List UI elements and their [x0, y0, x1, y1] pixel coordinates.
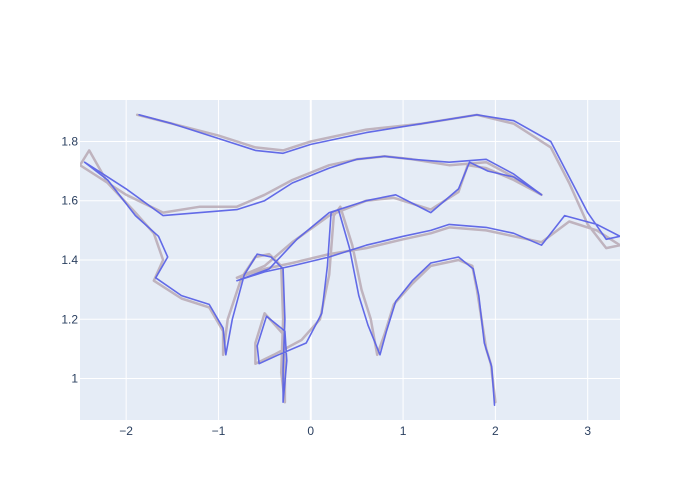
y-tick-label: 1: [71, 372, 78, 386]
x-tick-label: 1: [400, 424, 407, 438]
series-line-estimate: [83, 114, 620, 406]
x-tick-label: −1: [212, 424, 226, 438]
x-tick-label: 0: [307, 424, 314, 438]
x-axis-ticks: −2 −1 0 1 2 3: [119, 424, 591, 438]
grid-lines: [80, 100, 620, 420]
series-layer: [80, 113, 620, 406]
y-tick-label: 1.4: [61, 253, 78, 267]
y-axis-ticks: 1 1.2 1.4 1.6 1.8: [61, 134, 78, 385]
y-tick-label: 1.8: [61, 134, 78, 148]
x-tick-label: −2: [119, 424, 133, 438]
x-tick-label: 2: [492, 424, 499, 438]
x-tick-label: 3: [584, 424, 591, 438]
y-tick-label: 1.2: [61, 312, 78, 326]
y-tick-label: 1.6: [61, 194, 78, 208]
series-line-reference: [80, 113, 620, 404]
